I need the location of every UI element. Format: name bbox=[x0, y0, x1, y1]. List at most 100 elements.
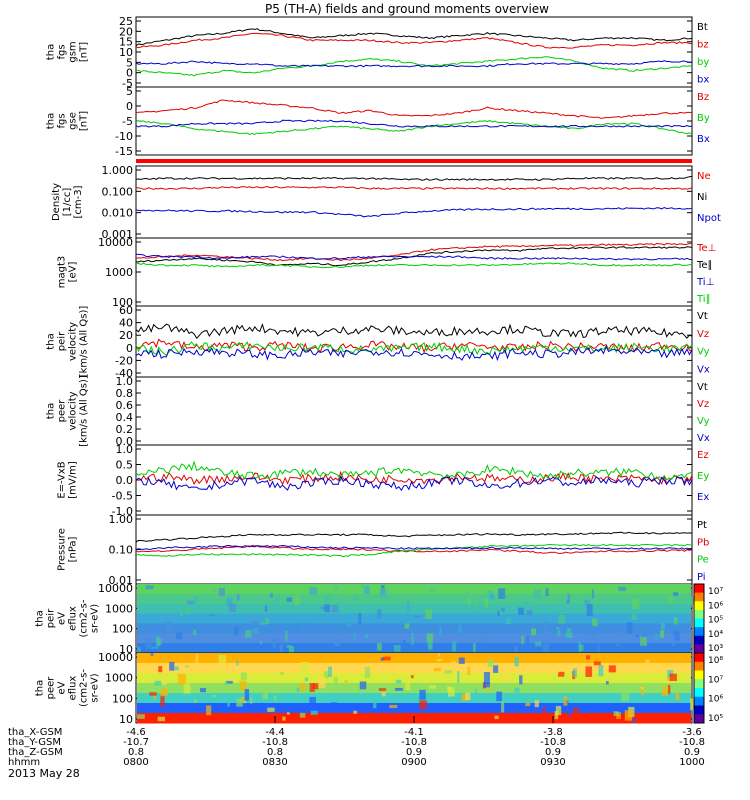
spectrogram-cell bbox=[573, 707, 579, 719]
colorbar-label: 10⁷ bbox=[708, 587, 723, 597]
spectrogram-cell bbox=[193, 699, 198, 703]
legend-label-green: Vy bbox=[697, 347, 710, 358]
spectrogram-cell bbox=[690, 698, 697, 711]
spectrogram-cell bbox=[158, 666, 163, 673]
spectrogram-cell bbox=[304, 677, 309, 682]
colorbar-cell bbox=[694, 635, 704, 645]
spectrogram-cell bbox=[419, 700, 427, 710]
spectrogram-cell bbox=[136, 646, 141, 654]
y-axis-label-line: eV bbox=[57, 612, 68, 625]
series-line-green bbox=[135, 119, 693, 136]
spectrogram-cell bbox=[389, 704, 398, 709]
spectrogram-cell bbox=[250, 697, 253, 704]
spectrogram-cell bbox=[502, 675, 510, 682]
spectrogram-cell bbox=[590, 625, 595, 636]
y-axis-label-line: [nPa] bbox=[68, 536, 79, 562]
spectrogram-cell bbox=[514, 687, 520, 693]
spectrogram-cell bbox=[299, 712, 306, 718]
spectrogram-cell bbox=[197, 635, 201, 642]
spectrogram-cell bbox=[149, 692, 157, 696]
spectrogram-cell bbox=[174, 666, 179, 671]
spectrogram-cell bbox=[300, 662, 309, 674]
ephemeris-value: -10.8 bbox=[262, 737, 288, 748]
spectrogram-cell bbox=[320, 606, 328, 610]
y-tick-label: 0.6 bbox=[116, 399, 134, 412]
spectrogram-cell bbox=[267, 707, 275, 712]
colorbar-cell bbox=[694, 584, 704, 594]
spectrogram-cell bbox=[667, 594, 674, 604]
spectrogram-cell bbox=[299, 622, 308, 631]
spectrogram-cell bbox=[236, 594, 240, 601]
spectrogram-cell bbox=[467, 667, 471, 676]
colorbar-cell bbox=[694, 592, 704, 602]
spectrogram-cell bbox=[484, 598, 489, 609]
panel-10: 10000 1000 100 10 thapeereVeflux(cm2-s-sr-eV… bbox=[35, 651, 724, 726]
y-tick-label: -15 bbox=[115, 145, 133, 158]
spectrogram-band bbox=[137, 633, 691, 644]
colorbar-label: 10⁶ bbox=[708, 601, 723, 611]
spectrogram-cell bbox=[395, 679, 402, 684]
y-axis-label-line: Density bbox=[51, 183, 62, 221]
separator-bar bbox=[136, 159, 692, 163]
spectrogram-band bbox=[137, 584, 691, 595]
spectrogram-cell bbox=[579, 644, 584, 651]
ephemeris-value: -4.1 bbox=[404, 727, 424, 738]
spectrogram-cell bbox=[670, 599, 674, 605]
series-line-blue bbox=[135, 345, 693, 362]
y-axis-label-line: sr-eV) bbox=[90, 604, 101, 633]
spectrogram-cell bbox=[687, 596, 695, 605]
y-tick-label: 0 bbox=[126, 100, 133, 113]
y-axis-label-line: Pressure bbox=[57, 528, 68, 571]
spectrogram-cell bbox=[286, 597, 293, 602]
ephemeris-label: hhmm bbox=[8, 757, 40, 768]
panel-frame bbox=[135, 376, 693, 446]
legend-label-green: Vy bbox=[697, 416, 710, 427]
spectrogram-cell bbox=[672, 592, 679, 596]
spectrogram-cell bbox=[474, 688, 477, 696]
y-tick-label: 10 bbox=[119, 643, 133, 656]
panels-group: 2520151050-5thafgsgsm[nT]Btbzbybx50-5-10… bbox=[35, 15, 724, 726]
spectrogram-cell bbox=[543, 630, 552, 641]
spectrogram-cell bbox=[556, 626, 560, 630]
spectrogram-cell bbox=[500, 607, 505, 612]
spectrogram-cell bbox=[526, 612, 533, 615]
spectrogram-cell bbox=[310, 710, 318, 715]
panel-frame bbox=[135, 86, 693, 156]
spectrogram-cell bbox=[286, 712, 290, 715]
y-tick-label: 5 bbox=[126, 56, 133, 69]
spectrogram-cell bbox=[523, 601, 531, 606]
series-line-black bbox=[135, 28, 693, 47]
series-line-green bbox=[135, 460, 693, 482]
spectrogram-cell bbox=[675, 672, 680, 681]
series-line-blue bbox=[135, 119, 693, 128]
legend-label-red: Pb bbox=[697, 537, 709, 548]
spectrogram-cell bbox=[137, 714, 145, 719]
spectrogram-cell bbox=[157, 716, 166, 722]
spectrogram-cell bbox=[615, 631, 623, 634]
colorbar-cell bbox=[694, 661, 704, 671]
spectrogram-cell bbox=[482, 635, 489, 643]
spectrogram-cell bbox=[346, 616, 352, 627]
spectrogram-cell bbox=[483, 682, 490, 688]
spectrogram-band bbox=[137, 603, 691, 615]
y-axis-label-line: (cm2-s- bbox=[79, 669, 90, 707]
spectrogram-cell bbox=[572, 668, 577, 678]
spectrogram-band bbox=[137, 663, 691, 674]
spectrogram-cell bbox=[433, 667, 441, 672]
y-axis-label-line: velocity bbox=[68, 322, 79, 361]
spectrogram-cell bbox=[566, 628, 572, 638]
spectrogram-cell bbox=[185, 607, 190, 615]
spectrogram-cell bbox=[654, 633, 659, 641]
spectrogram-cell bbox=[153, 694, 156, 700]
spectrogram-cell bbox=[364, 666, 371, 679]
y-tick-label: -40 bbox=[115, 367, 133, 380]
y-axis-label-line: [cm-3] bbox=[73, 185, 84, 218]
spectrogram-cell bbox=[358, 613, 362, 624]
spectrogram-cell bbox=[631, 716, 635, 724]
spectrogram-band bbox=[137, 593, 691, 605]
spectrogram-cell bbox=[457, 671, 460, 683]
spectrogram-cell bbox=[521, 635, 524, 644]
spectrogram-cell bbox=[229, 603, 237, 613]
ephemeris-value: -3.8 bbox=[543, 727, 563, 738]
colorbar-label: 10³ bbox=[708, 644, 723, 654]
